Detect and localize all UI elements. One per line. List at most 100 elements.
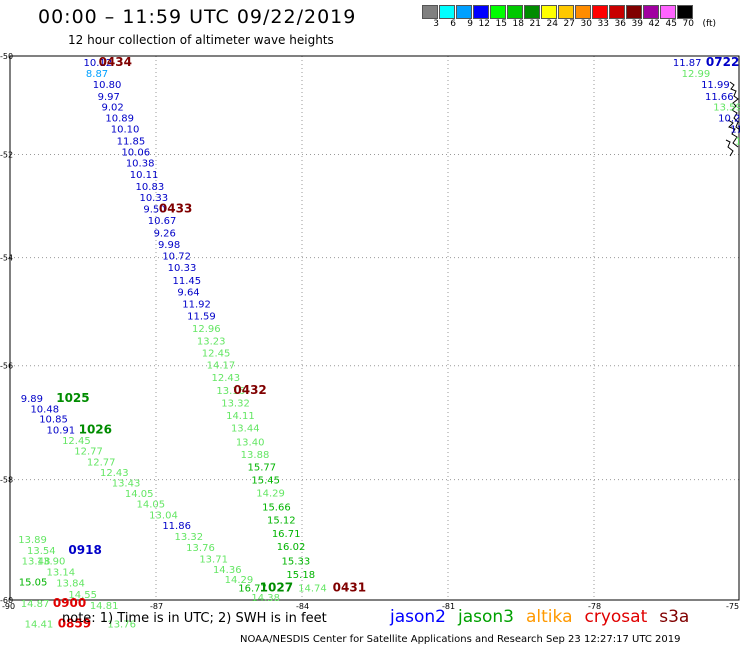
legend-label: 70	[682, 19, 694, 29]
wave-height-value: 13.88	[241, 450, 270, 461]
wave-height-value: 12.77	[74, 447, 103, 458]
wave-height-value: 12.96	[192, 324, 221, 335]
wave-height-value: 10.80	[93, 80, 122, 91]
legend-swatch	[439, 5, 455, 19]
wave-height-value: 12.45	[62, 436, 91, 447]
wave-height-value: 13.89	[18, 535, 47, 546]
legend-swatch	[609, 5, 625, 19]
legend-label: 18	[512, 19, 524, 29]
wave-height-value: 13.54	[27, 546, 56, 557]
chart-subtitle: 12 hour collection of altimeter wave hei…	[68, 33, 334, 47]
lon-tick-label: -75	[726, 602, 739, 611]
pass-time-label: 0431	[333, 581, 366, 595]
wave-height-value: 14.05	[125, 489, 154, 500]
legend-swatch	[592, 5, 608, 19]
mission-s3a: s3a	[659, 607, 690, 627]
wave-height-value: 13.44	[231, 424, 260, 435]
wave-height-value: 9.89	[21, 394, 43, 405]
wave-height-value: 12.43	[211, 373, 240, 384]
wave-height-value: 11.99	[701, 80, 730, 91]
map-frame	[9, 55, 740, 601]
wave-height-value: 14.17	[207, 361, 236, 372]
legend-swatch	[490, 5, 506, 19]
wave-height-value: 14.81	[90, 601, 119, 612]
legend-swatches	[422, 5, 716, 19]
wave-height-value: 13.43	[112, 479, 141, 490]
wave-height-value: 14.55	[68, 590, 97, 601]
wave-height-value: 14.29	[225, 575, 254, 586]
lon-tick-label: -81	[442, 602, 455, 611]
pass-time-labels: 0434 0433 0432 0431 1027 1025 1026 0918 0900 0859…	[53, 55, 740, 631]
pass-time-label: 1026	[79, 422, 112, 436]
wave-height-value: 15.05	[19, 577, 48, 588]
wave-height-value: 9.98	[158, 240, 180, 251]
lat-tick-label: -54	[0, 254, 13, 263]
wave-height-value: 14.29	[256, 488, 285, 499]
axis-ticks: -50 -52 -54 -56 -58 -60-90 -87 -84 -81 -78 -75	[0, 52, 739, 611]
pass-time-label: 0918	[68, 543, 101, 557]
credit-line: NOAA/NESDIS Center for Satellite Applica…	[240, 634, 681, 645]
lon-tick-label: -87	[150, 602, 163, 611]
wave-height-value: 13.16	[216, 386, 245, 397]
legend-swatch	[626, 5, 642, 19]
legend-swatch	[541, 5, 557, 19]
lon-tick-label: -84	[296, 602, 309, 611]
wave-height-value: 9.50	[143, 205, 165, 216]
legend-label: 24	[546, 19, 558, 29]
legend-label: 36	[614, 19, 626, 29]
lon-tick-label: -90	[2, 602, 15, 611]
wave-height-value: 13.40	[236, 437, 265, 448]
pass-time-label: 0859	[58, 617, 91, 631]
wave-height-value: 14.74	[298, 584, 327, 595]
legend-label: 12	[478, 19, 490, 29]
pass-time-label: 0722	[706, 55, 739, 69]
wave-height-value: 10.89	[105, 114, 134, 125]
wave-height-value: 15.18	[286, 570, 315, 581]
wave-height-value: 14.38	[251, 593, 280, 604]
wave-height-value: 11.59	[187, 311, 216, 322]
wave-height-value: 10.38	[126, 159, 155, 170]
legend-label: 15	[495, 19, 507, 29]
legend-label: 33	[597, 19, 609, 29]
wave-height-value: 11.66	[705, 92, 734, 103]
wave-height-value: 15.45	[251, 476, 280, 487]
wave-height-value: 13.1	[735, 136, 740, 147]
wave-height-value: 15.77	[247, 463, 276, 474]
legend-swatch	[524, 5, 540, 19]
wave-height-value: 10.48	[30, 404, 59, 415]
wave-height-value: 14.36	[213, 565, 242, 576]
coastline	[725, 81, 740, 157]
wave-height-value: 9.64	[177, 288, 199, 299]
wave-height-value: 10.91	[47, 425, 76, 436]
wave-height-value: 10.12	[83, 58, 112, 69]
wave-height-value: 12.43	[100, 468, 129, 479]
wave-height-value: 12.99	[682, 69, 711, 80]
pass-time-label: 0434	[99, 55, 132, 69]
wave-height-value: 13.23	[197, 336, 226, 347]
wave-height-value: 16.02	[277, 542, 306, 553]
legend-swatch	[575, 5, 591, 19]
lon-tick-label: -78	[588, 602, 601, 611]
wave-height-value: 9.97	[98, 92, 120, 103]
wave-height-value: 13.90	[37, 557, 66, 568]
wave-height-value: 10.10	[111, 125, 140, 136]
mission-legend: jason2 jason3 altika cryosat s3a	[390, 607, 701, 627]
wave-height-value: 16.71	[272, 529, 301, 540]
lat-tick-label: -58	[0, 476, 13, 485]
wave-height-value: 15.12	[267, 516, 296, 527]
legend-swatch	[643, 5, 659, 19]
mission-jason2: jason2	[390, 607, 446, 627]
wave-height-value: 11.85	[117, 136, 146, 147]
wave-height-value: 10.33	[168, 263, 197, 274]
pass-time-label: 1025	[56, 391, 89, 405]
wave-height-value: 13.76	[186, 543, 215, 554]
legend-swatch	[677, 5, 693, 19]
legend-label: 27	[563, 19, 575, 29]
legend-label: 39	[631, 19, 643, 29]
lat-tick-label: -60	[0, 596, 13, 605]
wave-height-value: 11.45	[173, 276, 202, 287]
wave-height-value: 12.45	[202, 348, 231, 359]
wave-height-value: 13.32	[174, 532, 203, 543]
legend-swatch	[422, 5, 438, 19]
